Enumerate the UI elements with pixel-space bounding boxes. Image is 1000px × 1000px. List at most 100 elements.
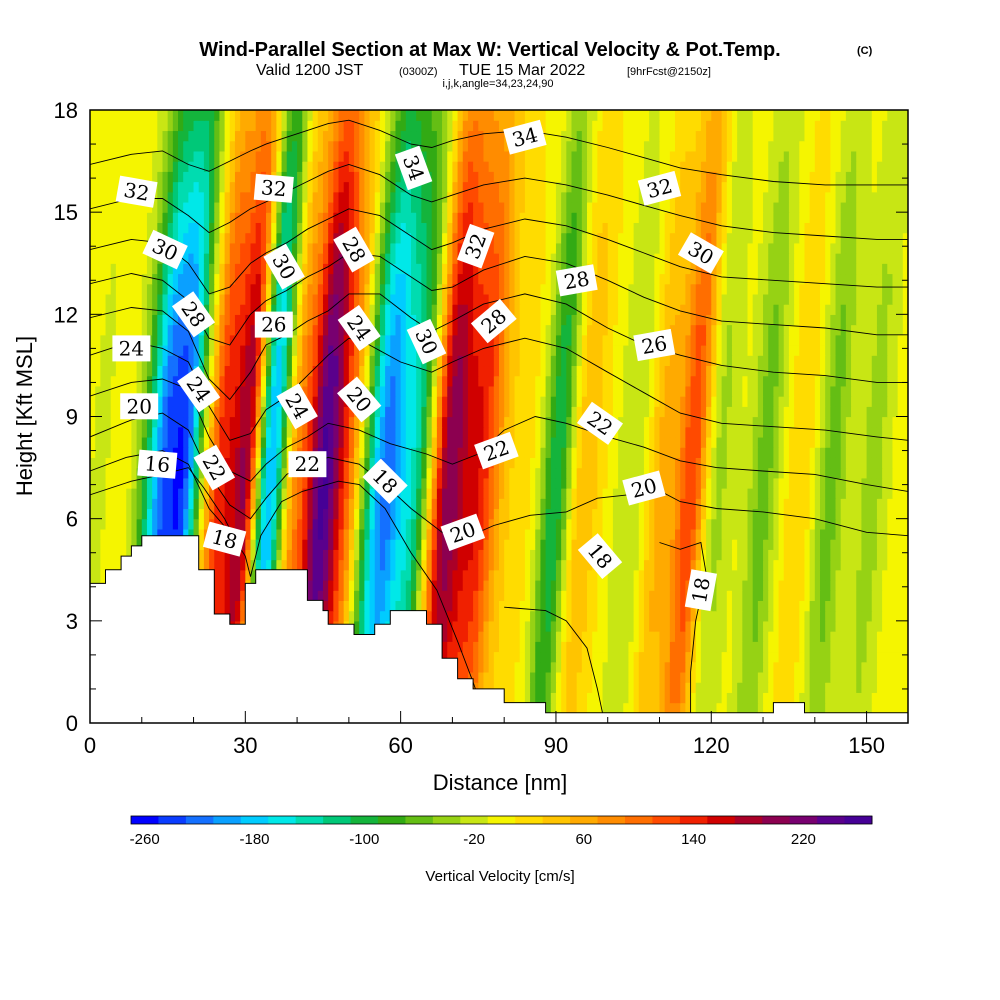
- velocity-cell: [514, 528, 521, 540]
- velocity-cell: [706, 528, 712, 540]
- velocity-cell: [876, 631, 883, 642]
- velocity-cell: [649, 528, 655, 540]
- velocity-cell: [545, 539, 552, 550]
- velocity-cell: [804, 641, 811, 653]
- velocity-cell: [737, 569, 743, 581]
- velocity-cell: [726, 620, 733, 632]
- velocity-cell: [540, 518, 547, 530]
- velocity-cell: [861, 457, 868, 469]
- velocity-cell: [825, 406, 831, 418]
- velocity-cell: [467, 426, 474, 438]
- velocity-cell: [255, 396, 262, 407]
- velocity-cell: [788, 447, 795, 458]
- velocity-cell: [364, 559, 371, 571]
- velocity-cell: [343, 447, 350, 458]
- velocity-cell: [690, 457, 697, 469]
- velocity-cell: [266, 528, 272, 540]
- velocity-cell: [535, 467, 542, 479]
- velocity-cell: [100, 569, 107, 581]
- velocity-cell: [664, 620, 671, 632]
- velocity-cell: [457, 661, 464, 673]
- velocity-cell: [452, 447, 459, 458]
- velocity-cell: [680, 661, 686, 673]
- velocity-cell: [597, 641, 604, 653]
- velocity-cell: [359, 457, 365, 469]
- velocity-cell: [664, 631, 671, 642]
- velocity-cell: [654, 528, 661, 540]
- velocity-cell: [814, 610, 821, 622]
- velocity-cell: [343, 528, 350, 540]
- velocity-cell: [675, 518, 681, 530]
- velocity-cell: [178, 457, 184, 469]
- velocity-cell: [545, 528, 552, 540]
- velocity-cell: [193, 528, 200, 540]
- velocity-cell: [597, 518, 604, 530]
- velocity-cell: [856, 682, 863, 693]
- velocity-cell: [322, 498, 329, 510]
- velocity-cell: [747, 590, 754, 601]
- velocity-cell: [359, 488, 365, 499]
- velocity-cell: [757, 457, 764, 469]
- velocity-cell: [737, 528, 743, 540]
- velocity-cell: [809, 610, 816, 622]
- velocity-cell: [535, 590, 542, 601]
- velocity-cell: [121, 508, 127, 520]
- velocity-cell: [385, 406, 391, 418]
- velocity-cell: [271, 447, 277, 458]
- velocity-cell: [840, 692, 847, 704]
- velocity-cell: [643, 467, 650, 479]
- velocity-cell: [788, 692, 795, 704]
- velocity-cell: [700, 651, 707, 663]
- velocity-cell: [540, 671, 547, 683]
- velocity-cell: [530, 467, 536, 479]
- velocity-cell: [457, 467, 464, 479]
- velocity-cell: [618, 457, 624, 469]
- velocity-cell: [752, 447, 759, 458]
- velocity-cell: [819, 702, 826, 714]
- velocity-cell: [566, 477, 573, 489]
- velocity-cell: [742, 661, 749, 673]
- velocity-cell: [602, 631, 609, 642]
- velocity-cell: [105, 396, 112, 407]
- velocity-cell: [436, 396, 443, 407]
- velocity-cell: [354, 498, 360, 510]
- velocity-cell: [892, 477, 899, 489]
- velocity-cell: [555, 610, 562, 622]
- velocity-cell: [421, 406, 428, 418]
- velocity-cell: [643, 641, 650, 653]
- velocity-cell: [825, 590, 831, 601]
- velocity-cell: [462, 651, 469, 663]
- velocity-cell: [638, 467, 645, 479]
- velocity-cell: [876, 651, 883, 663]
- velocity-cell: [638, 416, 645, 428]
- velocity-cell: [333, 498, 340, 510]
- velocity-cell: [312, 528, 319, 540]
- velocity-cell: [851, 549, 857, 561]
- velocity-cell: [809, 498, 816, 510]
- velocity-cell: [105, 436, 112, 448]
- velocity-cell: [581, 457, 588, 469]
- velocity-cell: [385, 457, 391, 469]
- velocity-cell: [493, 641, 500, 653]
- velocity-cell: [369, 518, 376, 530]
- velocity-cell: [825, 569, 831, 581]
- velocity-cell: [763, 549, 769, 561]
- velocity-cell: [328, 406, 334, 418]
- velocity-cell: [555, 447, 562, 458]
- velocity-cell: [214, 590, 221, 601]
- velocity-cell: [773, 416, 780, 428]
- velocity-cell: [726, 477, 733, 489]
- velocity-cell: [763, 559, 769, 571]
- velocity-cell: [794, 559, 800, 571]
- velocity-cell: [566, 600, 573, 612]
- velocity-cell: [695, 631, 702, 642]
- velocity-cell: [136, 436, 143, 448]
- velocity-cell: [535, 498, 542, 510]
- velocity-cell: [664, 641, 671, 653]
- velocity-cell: [364, 528, 371, 540]
- velocity-cell: [519, 692, 526, 704]
- velocity-cell: [638, 631, 645, 642]
- velocity-cell: [695, 702, 702, 714]
- velocity-cell: [348, 549, 355, 561]
- velocity-cell: [271, 406, 277, 418]
